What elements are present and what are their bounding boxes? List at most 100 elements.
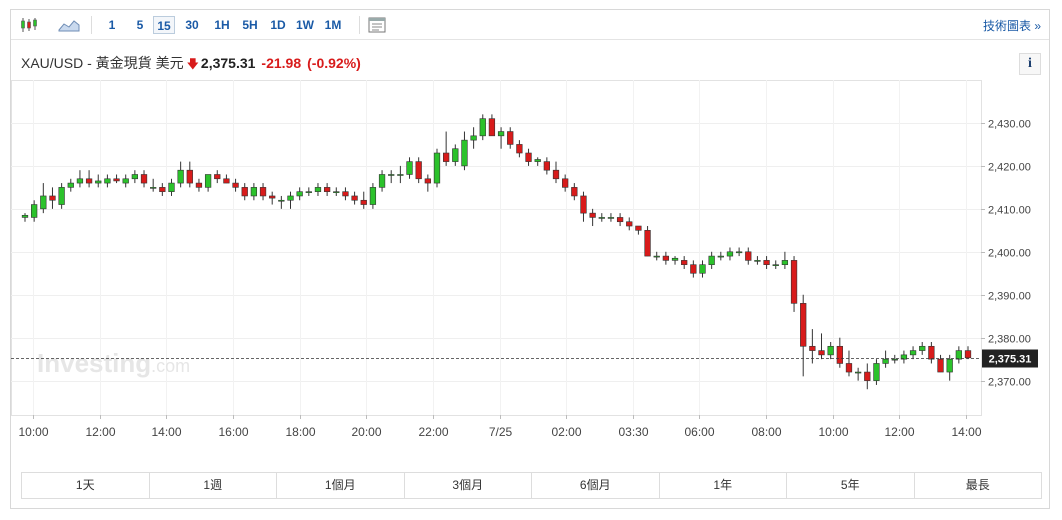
candle-body bbox=[443, 152, 450, 162]
range-option[interactable]: 5年 bbox=[787, 473, 915, 498]
candle-body bbox=[497, 131, 505, 137]
candle-body bbox=[314, 187, 322, 192]
candle-body bbox=[708, 255, 715, 265]
candle-body bbox=[900, 354, 908, 360]
candle-body bbox=[131, 174, 139, 180]
x-tick-label: 14:00 bbox=[151, 425, 181, 439]
candle-body bbox=[735, 251, 743, 254]
candle-body bbox=[726, 251, 734, 257]
range-option[interactable]: 3個月 bbox=[405, 473, 532, 498]
x-tick-label: 06:00 bbox=[684, 425, 714, 439]
timeframe-30[interactable]: 30 bbox=[185, 18, 199, 32]
candle-body bbox=[58, 187, 65, 205]
candle-body bbox=[800, 303, 807, 347]
candle-body bbox=[809, 345, 816, 351]
instrument-name: XAU/USD - 黃金現貨 美元 bbox=[21, 55, 184, 71]
candle-body bbox=[342, 191, 349, 197]
timeframe-1W[interactable]: 1W bbox=[296, 18, 314, 32]
candle-body bbox=[479, 118, 486, 137]
timeframe-5[interactable]: 5 bbox=[136, 18, 144, 32]
candle-body bbox=[525, 152, 532, 162]
candle-body bbox=[31, 204, 38, 218]
technical-chart-link[interactable]: 技術圖表 » bbox=[982, 19, 1041, 33]
candle-body bbox=[433, 152, 441, 184]
chart-widget: 1 5 15 30 1H 5H 1D 1W 1M 技術圖表 » XAU/USD - 黃金現貨 美… bbox=[10, 9, 1050, 509]
price-change: -21.98 bbox=[261, 55, 302, 71]
candle-body bbox=[790, 260, 798, 304]
candle-body bbox=[937, 358, 944, 373]
area-chart-icon[interactable] bbox=[57, 15, 81, 35]
candle-body bbox=[690, 264, 697, 274]
candle-body bbox=[699, 264, 706, 274]
x-tick-label: 08:00 bbox=[751, 425, 781, 439]
candle-body bbox=[388, 174, 395, 176]
candle-body bbox=[616, 217, 624, 223]
candle-body bbox=[296, 191, 303, 197]
x-tick-label: 16:00 bbox=[218, 425, 248, 439]
candle-body bbox=[772, 264, 779, 266]
range-option[interactable]: 6個月 bbox=[532, 473, 660, 498]
candle-body bbox=[415, 161, 422, 180]
candle-body bbox=[928, 345, 935, 360]
timeframe-5H[interactable]: 5H bbox=[242, 18, 258, 32]
candle-body bbox=[552, 169, 560, 180]
timeframe-1H[interactable]: 1H bbox=[214, 18, 230, 32]
candle-body bbox=[186, 169, 193, 184]
candle-body bbox=[85, 178, 93, 184]
candle-body bbox=[644, 230, 651, 257]
candle-body bbox=[259, 187, 267, 197]
x-tick-label: 14:00 bbox=[951, 425, 981, 439]
x-tick-label: 10:00 bbox=[18, 425, 48, 439]
candle-body bbox=[607, 217, 615, 219]
candle-body bbox=[864, 371, 871, 381]
candle-body bbox=[369, 187, 377, 205]
range-option[interactable]: 最長 bbox=[965, 478, 990, 492]
candle-body bbox=[598, 217, 605, 219]
timeframe-1M[interactable]: 1M bbox=[324, 18, 342, 32]
range-selector: 1天 1週 1個月 3個月 6個月 1年 5年 最長 bbox=[21, 472, 1042, 499]
candle-body bbox=[781, 260, 789, 265]
candle-body bbox=[580, 195, 587, 214]
candle-body bbox=[333, 191, 340, 193]
candle-body bbox=[232, 182, 239, 188]
candle-body bbox=[470, 135, 477, 141]
x-tick-label: 7/25 bbox=[489, 425, 513, 439]
candle-body bbox=[818, 350, 825, 356]
y-tick-label: 2,430.00 bbox=[988, 119, 1031, 131]
timeframe-15[interactable]: 15 bbox=[153, 16, 175, 34]
candlestick-chart-icon[interactable] bbox=[19, 15, 39, 35]
chart-settings-icon[interactable] bbox=[367, 15, 387, 35]
candle-body bbox=[287, 195, 294, 201]
y-tick-label: 2,390.00 bbox=[988, 291, 1031, 303]
candle-body bbox=[653, 255, 660, 258]
timeframe-1D[interactable]: 1D bbox=[270, 18, 286, 32]
candle-body bbox=[635, 225, 642, 231]
candle-body bbox=[168, 182, 175, 192]
candle-body bbox=[214, 174, 221, 180]
candle-body bbox=[882, 358, 889, 364]
candle-body bbox=[507, 131, 514, 145]
candle-body bbox=[223, 178, 230, 184]
candle-body bbox=[854, 371, 862, 374]
y-tick-label: 2,370.00 bbox=[988, 377, 1031, 389]
range-option[interactable]: 1個月 bbox=[277, 473, 405, 498]
candle-body bbox=[67, 182, 74, 188]
candle-body bbox=[177, 169, 184, 184]
candle-body bbox=[351, 195, 358, 201]
range-option[interactable]: 1週 bbox=[150, 473, 277, 498]
candle-body bbox=[891, 358, 898, 361]
candle-body bbox=[204, 174, 212, 188]
x-tick-label: 10:00 bbox=[818, 425, 848, 439]
candle-body bbox=[250, 187, 258, 197]
last-price: 2,375.31 bbox=[200, 55, 256, 71]
x-tick-label: 03:30 bbox=[618, 425, 648, 439]
candle-body bbox=[241, 187, 248, 197]
range-option[interactable]: 1年 bbox=[660, 473, 787, 498]
info-button[interactable]: i bbox=[1019, 53, 1041, 75]
range-option[interactable]: 1天 bbox=[22, 473, 150, 498]
timeframe-1[interactable]: 1 bbox=[108, 18, 116, 32]
x-tick-label: 12:00 bbox=[85, 425, 115, 439]
x-tick-label: 02:00 bbox=[551, 425, 581, 439]
candle-body bbox=[681, 260, 688, 265]
candle-body bbox=[76, 178, 84, 184]
